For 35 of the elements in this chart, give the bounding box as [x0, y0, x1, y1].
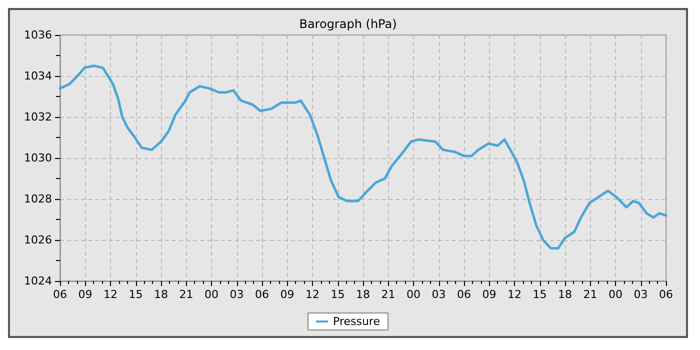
legend-label: Pressure — [333, 315, 380, 328]
y-tick-label: 1036 — [24, 28, 52, 42]
y-tick-label: 1030 — [24, 152, 52, 164]
x-tick-label: 09 — [78, 288, 92, 301]
x-tick-label: 18 — [558, 288, 572, 301]
x-tick-label: 06 — [53, 288, 67, 301]
y-tick-label: 1026 — [24, 234, 52, 246]
x-tick-label: 09 — [280, 288, 294, 301]
x-tick-label: 03 — [432, 288, 446, 301]
x-tick-label: 03 — [230, 288, 244, 301]
x-tick-label: 15 — [330, 288, 345, 301]
chart-title: Barograph (hPa) — [299, 17, 397, 31]
x-tick-label: 21 — [583, 288, 598, 301]
x-tick-label: 00 — [608, 288, 622, 301]
x-tick-label: 21 — [381, 288, 396, 301]
x-tick-label: 15 — [532, 288, 547, 301]
x-tick-label: 12 — [306, 288, 320, 301]
line-series — [58, 64, 668, 250]
x-tick-label: 12 — [508, 288, 522, 301]
x-tick-label: 21 — [179, 288, 194, 301]
y-tick-label: 1032 — [24, 110, 52, 124]
x-tick-label: 00 — [204, 288, 218, 301]
x-tick-label: 06 — [457, 288, 471, 301]
y-tick-label: 1034 — [24, 70, 52, 82]
x-tick-label: 18 — [356, 288, 370, 301]
x-tick-label: 06 — [255, 288, 269, 301]
y-tick-label: 1024 — [24, 274, 52, 288]
x-tick-label: 03 — [634, 288, 648, 301]
x-tick-label: 09 — [482, 288, 496, 301]
x-tick-label: 18 — [154, 288, 168, 301]
x-tick-label: 12 — [104, 288, 118, 301]
x-tick-label: 15 — [128, 288, 143, 301]
x-tick-label: 06 — [659, 288, 673, 301]
x-tick-label: 00 — [406, 288, 420, 301]
y-tick-label: 1028 — [24, 192, 52, 206]
